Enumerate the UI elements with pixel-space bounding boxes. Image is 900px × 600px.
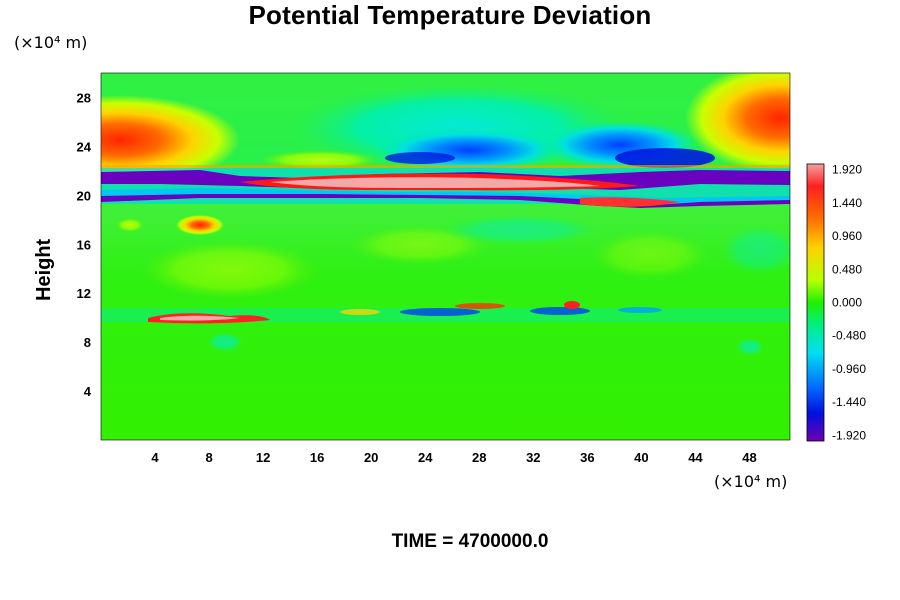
x-tick-labels: 4 8 12 16 20 24 28 32 36 40 44 48 [151, 450, 756, 465]
x-tick-label: 44 [688, 450, 703, 465]
x-tick-label: 36 [580, 450, 594, 465]
y-tick-label: 4 [84, 384, 92, 399]
x-tick-label: 4 [151, 450, 159, 465]
y-tick-label: 24 [77, 139, 92, 154]
heatmap-field [101, 73, 790, 440]
colorbar [806, 163, 825, 442]
y-unit-label: (×10⁴ m) [14, 33, 88, 52]
colorbar-tick-label: 1.440 [832, 196, 862, 210]
y-tick-label: 8 [84, 335, 91, 350]
x-tick-label: 40 [634, 450, 648, 465]
y-tick-labels: 4 8 12 16 20 24 28 [77, 90, 92, 399]
y-tick-label: 28 [77, 90, 91, 105]
x-tick-label: 20 [364, 450, 378, 465]
colorbar-tick-label: -0.480 [832, 329, 866, 343]
y-tick-label: 20 [77, 188, 91, 203]
colorbar-tick-label: 0.480 [832, 262, 862, 276]
time-label: TIME = 4700000.0 [391, 531, 549, 552]
x-tick-label: 48 [742, 450, 756, 465]
colorbar-tick-labels: 1.920 1.440 0.960 0.480 0.000 -0.480 -0.960 -1.… [832, 163, 866, 443]
x-tick-label: 32 [526, 450, 540, 465]
colorbar-tick-label: -1.920 [832, 428, 866, 442]
chart-title: Potential Temperature Deviation [248, 0, 652, 30]
y-tick-label: 16 [77, 237, 91, 252]
colorbar-tick-label: -0.960 [832, 362, 866, 376]
x-tick-label: 16 [310, 450, 324, 465]
x-unit-label: (×10⁴ m) [714, 472, 788, 491]
colorbar-tick-label: 0.960 [832, 229, 862, 243]
colorbar-tick-label: 0.000 [832, 296, 862, 310]
colorbar-tick-label: 1.920 [832, 163, 862, 177]
plot-frame [100, 72, 791, 441]
colorbar-tick-label: -1.440 [832, 395, 866, 409]
y-tick-label: 12 [77, 286, 91, 301]
x-tick-label: 8 [205, 450, 212, 465]
x-tick-label: 24 [418, 450, 433, 465]
x-tick-label: 28 [472, 450, 486, 465]
x-tick-label: 12 [256, 450, 270, 465]
